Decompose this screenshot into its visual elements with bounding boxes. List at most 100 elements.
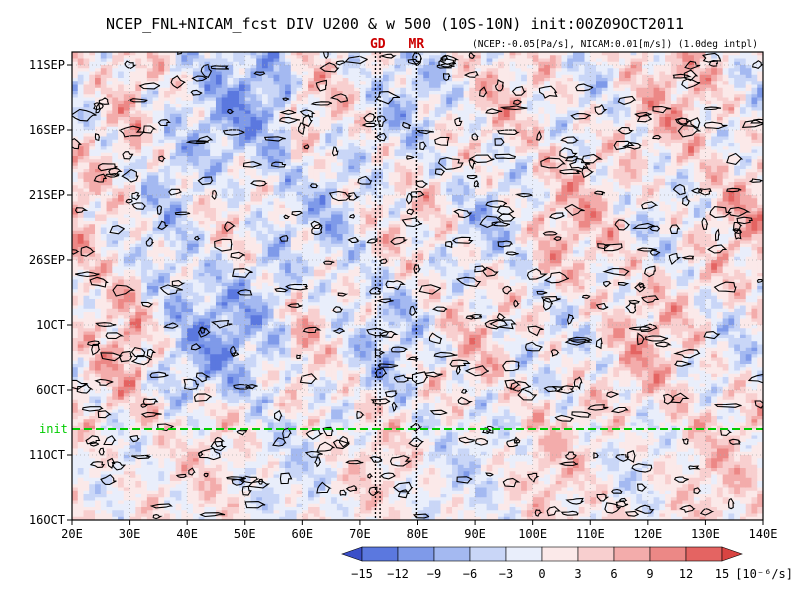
heat-cell [164, 471, 171, 475]
heat-cell [262, 412, 269, 417]
heat-cell [175, 510, 182, 514]
heat-cell [198, 169, 205, 173]
heat-cell [215, 487, 223, 492]
heat-cell [169, 331, 177, 336]
heat-cell [221, 185, 228, 189]
heat-cell [118, 263, 125, 267]
heat-cell [192, 305, 200, 310]
heat-cell [215, 328, 223, 332]
heat-cell [169, 117, 177, 121]
heat-cell [89, 68, 96, 72]
heat-cell [169, 78, 177, 82]
heat-cell [210, 260, 217, 264]
heat-cell [192, 94, 200, 98]
heat-cell [267, 198, 275, 202]
heat-cell [118, 198, 125, 202]
heat-cell [221, 266, 228, 271]
heat-cell [123, 214, 131, 219]
heat-cell [181, 331, 188, 336]
heat-cell [227, 172, 234, 176]
heat-cell [233, 143, 240, 147]
heat-cell [215, 130, 223, 134]
heat-cell [164, 156, 171, 160]
heat-cell [238, 55, 246, 59]
heat-cell [169, 286, 177, 290]
heat-cell [181, 263, 188, 267]
heat-cell [118, 204, 125, 209]
heat-cell [181, 74, 188, 79]
heat-cell [227, 357, 234, 362]
heat-cell [181, 406, 188, 410]
heat-cell [106, 191, 113, 196]
heat-cell [106, 269, 113, 274]
heat-cell [181, 425, 188, 430]
heat-cell [89, 503, 96, 508]
heat-cell [95, 386, 102, 391]
heat-cell [77, 117, 85, 121]
heat-cell [227, 91, 234, 95]
heat-cell [77, 357, 85, 362]
heat-cell [106, 143, 113, 147]
heat-cell [158, 214, 165, 219]
heat-cell [238, 269, 246, 274]
heat-cell [169, 302, 177, 306]
heat-cell [72, 126, 79, 131]
heat-cell [100, 169, 108, 173]
heat-cell [77, 211, 85, 215]
heat-cell [72, 81, 79, 85]
heat-cell [100, 354, 108, 358]
heat-cell [262, 416, 269, 420]
heat-cell [112, 273, 119, 277]
heat-cell [227, 71, 234, 76]
heat-cell [215, 347, 223, 352]
heat-cell [158, 308, 165, 313]
heat-cell [181, 305, 188, 310]
heat-cell [267, 133, 275, 137]
heat-cell [227, 113, 234, 118]
heat-cell [233, 146, 240, 150]
heat-cell [181, 234, 188, 238]
heat-cell [100, 113, 108, 118]
heat-cell [192, 477, 200, 482]
heat-cell [233, 396, 240, 401]
heat-cell [118, 289, 125, 293]
heat-cell [250, 74, 257, 79]
heat-cell [129, 214, 136, 219]
heat-cell [210, 494, 217, 498]
heat-cell [210, 185, 217, 189]
heat-cell [244, 211, 252, 215]
heat-cell [83, 227, 90, 232]
heat-cell [158, 406, 165, 410]
heat-cell [204, 425, 211, 430]
heat-cell [210, 334, 217, 339]
heat-cell [181, 471, 188, 475]
heat-cell [135, 198, 142, 202]
heat-cell [204, 318, 211, 323]
heat-cell [192, 182, 200, 186]
heat-cell [244, 468, 252, 472]
heat-cell [83, 474, 90, 479]
heat-cell [164, 182, 171, 186]
heat-cell [210, 191, 217, 196]
heat-cell [164, 445, 171, 449]
heat-cell [83, 399, 90, 404]
heat-cell [238, 110, 246, 115]
heat-cell [106, 419, 113, 423]
heat-cell [152, 344, 159, 349]
heat-cell [187, 455, 194, 459]
heat-cell [238, 143, 246, 147]
heat-cell [187, 406, 194, 410]
heat-cell [262, 451, 269, 456]
heat-cell [164, 435, 171, 440]
heat-cell [135, 351, 142, 355]
heat-cell [123, 117, 131, 121]
heat-cell [129, 403, 136, 407]
heat-cell [233, 71, 240, 76]
heat-cell [83, 305, 90, 310]
heat-cell [158, 143, 165, 147]
heat-cell [256, 484, 263, 488]
heat-cell [169, 471, 177, 475]
heat-cell [100, 390, 108, 394]
heat-cell [181, 55, 188, 59]
heat-cell [123, 71, 131, 76]
